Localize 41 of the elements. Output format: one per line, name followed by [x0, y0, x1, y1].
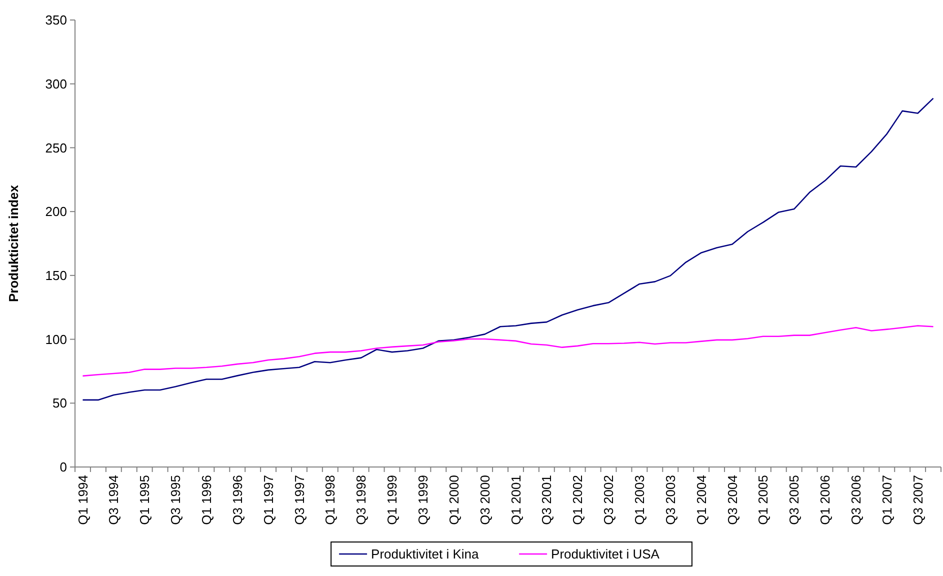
y-tick-label: 250	[45, 140, 67, 156]
x-tick-label: Q1 2003	[632, 475, 647, 525]
x-tick-label: Q3 1997	[292, 475, 307, 525]
x-tick-label: Q1 1995	[137, 475, 152, 525]
legend-label: Produktivitet i USA	[551, 546, 660, 562]
y-tick-label: 200	[45, 204, 67, 220]
y-axis-title: Produkticitet index	[6, 184, 21, 302]
x-tick-label: Q3 1999	[415, 475, 430, 525]
x-tick-label: Q3 2006	[848, 475, 864, 525]
x-tick-label: Q1 2002	[570, 475, 586, 525]
y-tick-label: 350	[45, 12, 67, 28]
y-tick-label: 300	[45, 76, 67, 92]
x-tick-label: Q1 1996	[198, 475, 214, 525]
x-tick-label: Q3 1996	[230, 475, 245, 525]
x-tick-label: Q3 1994	[106, 475, 122, 525]
x-tick-label: Q3 2000	[477, 475, 492, 525]
y-tick-label: 0	[60, 460, 67, 475]
x-tick-label: Q3 2007	[910, 475, 926, 525]
y-tick-label: 100	[45, 332, 67, 347]
x-tick-label: Q1 2004	[694, 475, 709, 525]
x-tick-label: Q3 1995	[168, 475, 184, 525]
x-tick-label: Q3 2005	[786, 475, 802, 525]
y-tick-label: 150	[45, 268, 67, 283]
x-tick-label: Q1 2005	[756, 475, 771, 525]
x-tick-label: Q1 1999	[384, 475, 400, 525]
line-series	[82, 325, 934, 377]
x-tick-label: Q1 1994	[75, 475, 90, 525]
x-tick-label: Q1 2000	[446, 475, 462, 525]
x-tick-label: Q3 2004	[724, 475, 740, 525]
line-series	[82, 98, 934, 401]
x-tick-label: Q3 2003	[662, 475, 678, 525]
x-tick-label: Q3 2001	[539, 475, 554, 525]
x-tick-label: Q1 1998	[322, 475, 338, 525]
x-tick-label: Q1 2006	[818, 475, 833, 525]
y-tick-label: 50	[52, 396, 67, 411]
x-tick-label: Q1 1997	[260, 475, 276, 525]
x-tick-label: Q3 1998	[354, 475, 369, 525]
legend-label: Produktivitet i Kina	[371, 546, 480, 562]
x-tick-label: Q3 2002	[601, 475, 616, 525]
x-tick-label: Q1 2007	[879, 475, 894, 525]
x-tick-label: Q1 2001	[508, 475, 524, 525]
